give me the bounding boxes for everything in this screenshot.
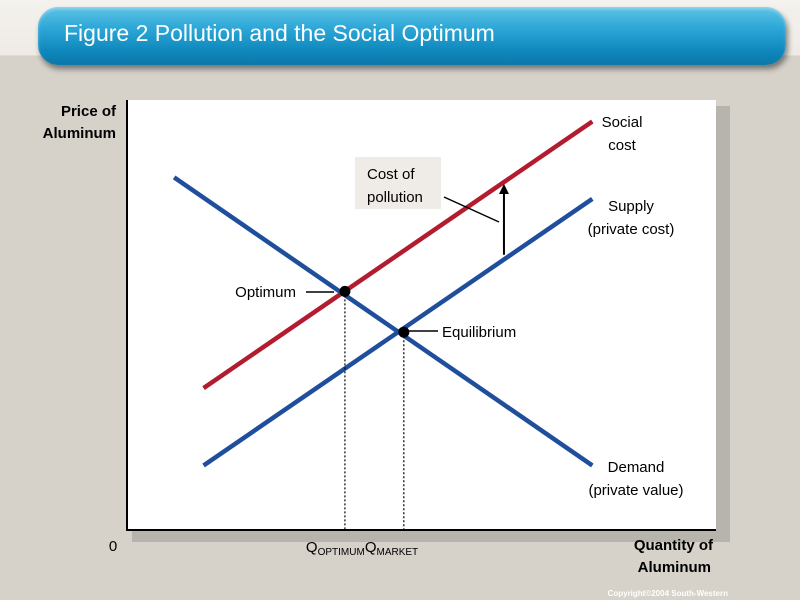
- cost-of-pollution-label-line-2: pollution: [367, 189, 423, 206]
- cost-of-pollution-box: [355, 157, 441, 209]
- supply-private-cost-label-line-2: (private cost): [588, 221, 675, 238]
- demand-private-value-label: Demand (private value): [588, 459, 683, 499]
- points-layer: [306, 285, 438, 338]
- page-title: Figure 2 Pollution and the Social Optimu…: [64, 20, 495, 46]
- cost-of-pollution-arrow-head: [498, 184, 509, 194]
- equilibrium-label: Equilibrium: [442, 324, 516, 341]
- series-layer: [172, 119, 594, 468]
- demand-private-value-label-line-2: (private value): [588, 482, 683, 499]
- social-cost-label-line-1: Social: [602, 114, 643, 131]
- supply-private-cost-label-line-1: Supply: [608, 198, 654, 215]
- x-marker-optimum: QOPTIMUM: [306, 539, 365, 558]
- origin-label: 0: [109, 538, 117, 555]
- copyright-notice: Copyright©2004 South-Western: [607, 589, 728, 598]
- cost-of-pollution-label: Cost of pollution: [367, 166, 423, 206]
- cost-of-pollution-leader: [443, 196, 500, 223]
- x-marker-market-main: Q: [365, 539, 377, 556]
- optimum-point: [339, 285, 351, 297]
- x-marker-optimum-main: Q: [306, 539, 318, 556]
- social-cost-label: Social cost: [602, 114, 643, 154]
- x-axis-title-line-2: Aluminum: [638, 559, 711, 576]
- x-axis-title-line-1: Quantity of: [634, 537, 714, 554]
- title-bar: Figure 2 Pollution and the Social Optimu…: [38, 7, 786, 65]
- y-axis-title-line-2: Aluminum: [43, 125, 116, 142]
- demand-private-value-label-line-1: Demand: [608, 459, 665, 476]
- social-cost-line: [202, 119, 594, 390]
- optimum-label: Optimum: [235, 284, 296, 301]
- x-marker-optimum-sub: OPTIMUM: [318, 547, 365, 558]
- x-marker-market: QMARKET: [365, 539, 418, 558]
- labels-layer: Social cost Supply (private cost) Demand (pri…: [235, 114, 683, 499]
- supply-private-cost-label: Supply (private cost): [588, 198, 675, 238]
- demand-private-value-line: [172, 175, 594, 468]
- y-axis-title-line-1: Price of: [61, 103, 117, 120]
- cost-of-pollution-label-line-1: Cost of: [367, 166, 415, 183]
- equilibrium-point: [398, 326, 410, 338]
- markers-layer: QOPTIMUM QMARKET: [306, 291, 418, 558]
- x-marker-market-sub: MARKET: [377, 547, 419, 558]
- social-cost-label-line-2: cost: [608, 137, 636, 154]
